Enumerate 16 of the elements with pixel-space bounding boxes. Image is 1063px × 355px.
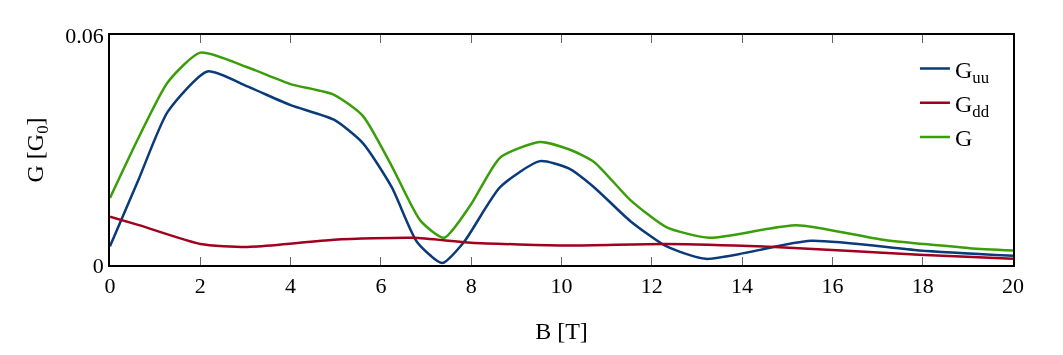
x-tick-label: 2 (194, 273, 206, 299)
legend-label: G$_{dd}$ (954, 91, 990, 122)
x-tick-label: 20 (1002, 273, 1024, 299)
x-tick-label: 4 (285, 273, 297, 299)
y-tick-label: 0.06 (65, 22, 104, 48)
x-tick-label: 6 (375, 273, 387, 299)
x-tick-label: 14 (731, 273, 754, 299)
x-tick-label: 18 (911, 273, 934, 299)
x-tick-label: 12 (640, 273, 663, 299)
x-axis-title: B [T] (535, 317, 588, 344)
x-tick-label: 8 (465, 273, 477, 299)
x-tick-label: 10 (550, 273, 573, 299)
x-tick-label: 16 (821, 273, 844, 299)
legend-label: G$_{uu}$ (954, 56, 990, 87)
legend-label: G (954, 125, 973, 152)
line-series (110, 215, 1013, 261)
